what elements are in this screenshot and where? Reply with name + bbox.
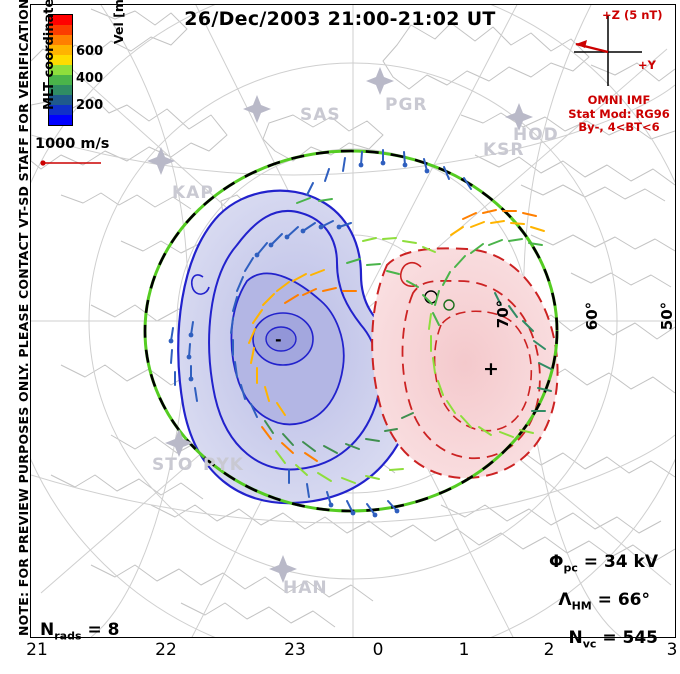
- reference-vector-label: 1000 m/s: [35, 136, 110, 152]
- velocity-colorbar-group: 600 400 200 Vel [m/s] 1000 m/s: [35, 0, 135, 166]
- colorbar-segment-0: [49, 15, 72, 25]
- svg-text:+: +: [483, 358, 499, 380]
- cross-polar-cap-potential: Φpc = 34 kV: [549, 552, 658, 574]
- colorbar-tick-200: 200: [76, 98, 104, 113]
- lambda-subscript: HM: [571, 599, 592, 613]
- colorbar-axis-label: Vel [m/s]: [111, 0, 126, 44]
- colorbar-segment-6: [49, 75, 72, 85]
- imf-info-block: OMNI IMF Stat Mod: RG96 By-, 4<BT<6: [560, 93, 678, 135]
- nvc-symbol: N: [568, 628, 583, 648]
- colorbar-segment-8: [49, 95, 72, 105]
- mlt-tick-21: 21: [26, 640, 48, 660]
- velocity-vectors: [170, 149, 552, 516]
- lambda-symbol: Λ: [558, 590, 572, 610]
- colorbar-segment-7: [49, 85, 72, 95]
- colorbar-segment-2: [49, 35, 72, 45]
- page-title: 26/Dec/2003 21:00-21:02 UT: [184, 8, 496, 30]
- colorbar-segment-10: [49, 115, 72, 125]
- colorbar-segment-9: [49, 105, 72, 115]
- colorbar-tick-600: 600: [76, 44, 104, 59]
- lambda-value: = 66°: [597, 590, 650, 610]
- imf-stat-model: Stat Mod: RG96: [568, 106, 670, 121]
- imf-clock-dial-group: +Z (5 nT) +Y OMNI IMF Stat Mod: RG96 By-…: [560, 6, 678, 148]
- velocity-colorbar: [48, 14, 73, 126]
- velocity-vector-count: Nvc = 545: [568, 628, 658, 650]
- colorbar-segment-1: [49, 25, 72, 35]
- imf-z-axis-label: +Z (5 nT): [602, 8, 663, 22]
- nvc-subscript: vc: [582, 637, 597, 651]
- mlt-coordinates-label: MLT coordinates: [42, 0, 57, 110]
- mlt-tick-3: 3: [666, 640, 678, 660]
- nrads-subscript: rads: [54, 629, 82, 643]
- nrads-symbol: N: [40, 620, 55, 640]
- colorbar-segment-3: [49, 45, 72, 55]
- nvc-value: = 545: [602, 628, 658, 648]
- phi-symbol: Φ: [549, 552, 564, 572]
- radar-count: Nrads = 8: [40, 620, 119, 642]
- map-plot-area: - +: [30, 4, 676, 638]
- mlt-tick-2: 2: [543, 640, 555, 660]
- mlt-tick-1: 1: [458, 640, 470, 660]
- phi-value: = 34 kV: [583, 552, 658, 572]
- reference-vector-icon: [40, 160, 101, 166]
- dawn-cell: +: [371, 247, 559, 479]
- station-markers: [31, 5, 675, 637]
- imf-conditions: By-, 4<BT<6: [578, 120, 660, 134]
- colorbar-tick-400: 400: [76, 71, 104, 86]
- station-marker-icons: [147, 67, 533, 583]
- colorbar-segment-5: [49, 65, 72, 75]
- colorbar-segment-4: [49, 55, 72, 65]
- nrads-value: = 8: [87, 620, 120, 640]
- mlt-tick-22: 22: [155, 640, 177, 660]
- hm-boundary-latitude: ΛHM = 66°: [558, 590, 650, 612]
- svg-text:-: -: [275, 330, 282, 349]
- mlt-tick-23: 23: [284, 640, 306, 660]
- vector-origins: [168, 160, 430, 518]
- imf-dial-icon: [574, 16, 642, 86]
- mlt-axis: 21 22 23 0 1 2 3: [0, 640, 680, 674]
- phi-subscript: pc: [563, 561, 578, 575]
- map-canvas: - +: [31, 5, 675, 637]
- imf-y-axis-label: +Y: [638, 58, 656, 72]
- mlt-tick-0: 0: [372, 640, 384, 660]
- imf-source: OMNI IMF: [587, 93, 651, 107]
